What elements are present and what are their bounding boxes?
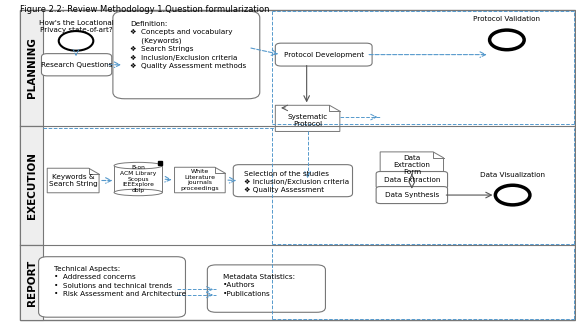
Text: Definition:
❖  Concepts and vocabulary
     (Keywords)
❖  Search Strings
❖  Incl: Definition: ❖ Concepts and vocabulary (K… — [130, 21, 247, 69]
FancyBboxPatch shape — [39, 257, 185, 317]
Text: EXECUTION: EXECUTION — [26, 152, 37, 219]
Text: B-on
ACM Library
Scopus
IEEExplore
dblp: B-on ACM Library Scopus IEEExplore dblp — [120, 165, 156, 193]
Text: Keywords &
Search String: Keywords & Search String — [49, 174, 97, 187]
Text: Protocol Validation: Protocol Validation — [473, 16, 540, 22]
Text: Figure 2.2: Review Methodology 1.Question formularization: Figure 2.2: Review Methodology 1.Questio… — [20, 5, 270, 14]
Text: White
Literature
journals
proceedings: White Literature journals proceedings — [180, 169, 219, 191]
FancyBboxPatch shape — [376, 186, 448, 203]
Ellipse shape — [114, 189, 162, 196]
Text: Technical Aspects:
•  Addressed concerns
•  Solutions and technical trends
•  Ri: Technical Aspects: • Addressed concerns … — [54, 266, 186, 297]
Text: Research Questions: Research Questions — [41, 62, 112, 68]
Text: REPORT: REPORT — [26, 260, 37, 306]
Text: Systematic
Protocol: Systematic Protocol — [287, 113, 328, 127]
Polygon shape — [175, 167, 225, 193]
Circle shape — [490, 30, 524, 50]
FancyBboxPatch shape — [233, 165, 353, 197]
Bar — [20, 245, 43, 320]
Text: PLANNING: PLANNING — [26, 37, 37, 98]
Bar — [20, 10, 43, 126]
Ellipse shape — [114, 162, 162, 169]
Polygon shape — [47, 168, 99, 193]
Circle shape — [495, 185, 530, 205]
Polygon shape — [275, 105, 340, 131]
Text: Selection of the studies
❖ Inclusion/Exclusion criteria
❖ Quality Assessment: Selection of the studies ❖ Inclusion/Exc… — [244, 171, 349, 193]
FancyBboxPatch shape — [275, 43, 372, 66]
Text: Metadata Statistics:
•Authors
•Publications: Metadata Statistics: •Authors •Publicati… — [223, 274, 295, 297]
FancyBboxPatch shape — [376, 171, 448, 188]
Polygon shape — [380, 152, 444, 177]
Text: Data
Extraction
Form: Data Extraction Form — [393, 155, 430, 175]
Circle shape — [59, 31, 93, 51]
Bar — [20, 126, 43, 245]
FancyBboxPatch shape — [207, 265, 325, 312]
Text: Data Synthesis: Data Synthesis — [385, 192, 439, 198]
Text: Protocol Development: Protocol Development — [283, 52, 364, 58]
Text: How's the Locational
Privacy state-of-art?: How's the Locational Privacy state-of-ar… — [39, 20, 113, 33]
Text: Data Extraction: Data Extraction — [384, 177, 440, 183]
FancyBboxPatch shape — [113, 11, 260, 99]
FancyBboxPatch shape — [41, 54, 112, 76]
Text: Data Visualization: Data Visualization — [480, 172, 545, 179]
Bar — [114, 165, 162, 192]
